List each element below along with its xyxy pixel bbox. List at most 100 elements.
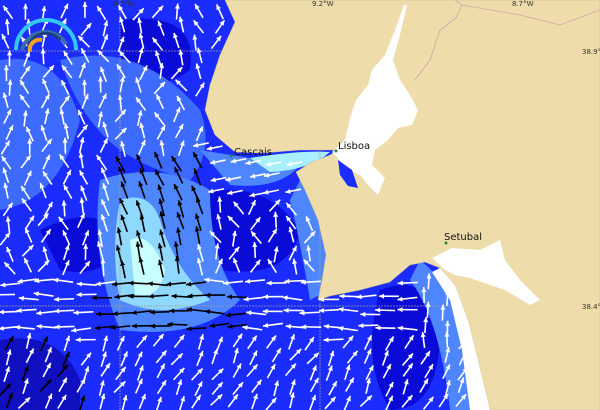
- current-arrow: [192, 142, 209, 148]
- current-arrow: [176, 227, 182, 246]
- current-arrow: [232, 347, 239, 364]
- current-arrow: [397, 296, 418, 302]
- current-arrow: [204, 309, 225, 315]
- current-arrow: [136, 154, 145, 172]
- light-zone: [200, 150, 300, 186]
- current-arrow: [135, 241, 141, 260]
- lon-label: 8.7°W: [512, 0, 534, 8]
- place-label-setubal[interactable]: Setubal: [444, 232, 482, 243]
- current-arrow: [244, 278, 266, 284]
- current-arrow: [263, 294, 284, 300]
- current-arrow: [192, 34, 198, 51]
- current-arrow: [193, 168, 202, 186]
- current-arrow: [25, 126, 34, 142]
- current-arrow: [41, 78, 50, 94]
- place-markers: Cascais Lisboa Setubal: [229, 141, 482, 245]
- current-arrow: [110, 324, 131, 330]
- current-arrow: [268, 199, 281, 212]
- current-arrow: [195, 63, 202, 80]
- current-arrow: [98, 380, 105, 396]
- current-arrow: [365, 365, 374, 381]
- lat-label: 38.4°N: [582, 303, 600, 311]
- current-arrow: [249, 191, 266, 198]
- current-arrow: [156, 124, 166, 140]
- current-arrow: [62, 244, 70, 261]
- current-arrow: [263, 172, 280, 178]
- current-arrow: [134, 351, 143, 367]
- current-arrow: [80, 352, 92, 366]
- current-arrow: [0, 292, 16, 298]
- tagus-mouth-water: [338, 160, 358, 188]
- current-arrow: [0, 309, 19, 315]
- current-arrow: [115, 245, 123, 263]
- current-arrow: [190, 367, 204, 381]
- current-arrow: [232, 333, 243, 348]
- place-label-cascais[interactable]: Cascais: [234, 147, 272, 158]
- current-arrow: [97, 229, 104, 248]
- current-arrow: [159, 62, 165, 79]
- current-arrow: [339, 293, 360, 299]
- current-arrow: [62, 351, 70, 367]
- current-arrow: [194, 226, 201, 245]
- current-arrow: [81, 79, 87, 96]
- current-arrow: [24, 227, 33, 243]
- current-arrow: [346, 350, 359, 364]
- current-arrow: [209, 159, 226, 165]
- current-arrow: [153, 81, 166, 95]
- current-arrow: [157, 243, 164, 261]
- current-arrow: [121, 394, 128, 410]
- place-label-lisboa[interactable]: Lisboa: [338, 141, 370, 152]
- current-arrow: [250, 216, 261, 231]
- current-arrow: [148, 293, 169, 299]
- current-arrow: [271, 347, 282, 363]
- current-arrow: [285, 215, 297, 230]
- current-arrow: [242, 325, 263, 331]
- current-arrow: [100, 198, 110, 217]
- current-arrow: [59, 95, 71, 110]
- current-arrow: [195, 196, 204, 215]
- current-arrow: [177, 200, 185, 218]
- current-arrow: [2, 5, 14, 20]
- current-arrow: [216, 213, 222, 230]
- current-arrow: [232, 381, 244, 396]
- current-arrow: [112, 311, 133, 317]
- current-arrow: [82, 1, 88, 18]
- current-arrow: [42, 64, 55, 78]
- lon-label: 9.2°W: [312, 0, 334, 8]
- current-arrow: [37, 213, 49, 227]
- current-arrow: [382, 363, 392, 379]
- current-arrow: [282, 295, 303, 301]
- current-arrow: [173, 334, 185, 349]
- current-arrow: [76, 124, 89, 138]
- current-arrow: [323, 337, 344, 343]
- current-arrow: [288, 245, 298, 261]
- current-arrow: [359, 394, 373, 408]
- current-arrow: [174, 3, 180, 20]
- current-arrow: [94, 325, 115, 331]
- current-arrow: [138, 181, 146, 199]
- current-arrow: [20, 65, 31, 80]
- current-arrow: [3, 65, 9, 82]
- current-arrow: [175, 379, 183, 396]
- current-arrow: [289, 392, 295, 409]
- current-arrow: [208, 188, 225, 194]
- current-arrow: [205, 292, 226, 298]
- current-arrow: [44, 393, 53, 409]
- current-arrow: [24, 215, 35, 230]
- current-arrow: [232, 201, 245, 215]
- current-arrow: [300, 279, 321, 285]
- current-arrow: [196, 47, 203, 64]
- current-arrow: [360, 311, 381, 317]
- current-arrow: [77, 212, 86, 228]
- current-arrow: [23, 257, 33, 273]
- current-arrow: [97, 241, 104, 259]
- current-arrow: [18, 295, 39, 301]
- current-arrow: [305, 215, 314, 232]
- current-arrow: [343, 395, 352, 410]
- current-arrow: [225, 176, 242, 182]
- current-arrow: [173, 32, 180, 49]
- current-arrow: [22, 378, 29, 394]
- current-arrow: [262, 322, 283, 328]
